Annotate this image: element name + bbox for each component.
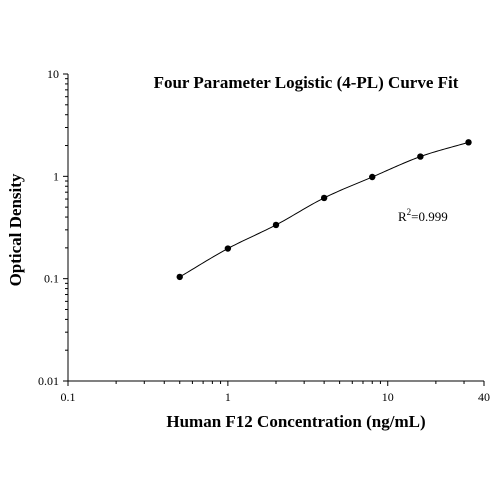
data-point	[369, 173, 376, 181]
r-squared-base: R	[398, 209, 407, 224]
x-tick-label: 10	[382, 390, 394, 404]
data-point	[320, 194, 328, 202]
y-tick-label: 10	[47, 67, 59, 81]
data-point	[417, 153, 424, 160]
y-tick-label: 0.1	[44, 272, 59, 286]
y-tick-group: 0.01 0.1 1 10	[38, 67, 68, 388]
x-axis-title: Human F12 Concentration (ng/mL)	[166, 412, 425, 431]
y-tick-label: 1	[53, 169, 59, 183]
x-tick-group: 0.1 1 10 40	[61, 381, 490, 404]
x-tick-label: 1	[225, 390, 231, 404]
r-squared-value: =0.999	[411, 209, 448, 224]
data-point	[176, 273, 183, 281]
data-point	[465, 139, 472, 146]
x-tick-label: 40	[478, 390, 490, 404]
data-point	[272, 221, 280, 229]
data-point-group	[176, 139, 472, 281]
r-squared-annotation: R2=0.999	[398, 207, 448, 224]
r-squared-superscript: 2	[407, 207, 412, 217]
x-tick-label: 0.1	[61, 390, 76, 404]
y-tick-label: 0.01	[38, 374, 59, 388]
chart-title: Four Parameter Logistic (4-PL) Curve Fit	[154, 73, 459, 92]
y-axis-title: Optical Density	[6, 173, 25, 286]
data-point	[224, 245, 232, 252]
